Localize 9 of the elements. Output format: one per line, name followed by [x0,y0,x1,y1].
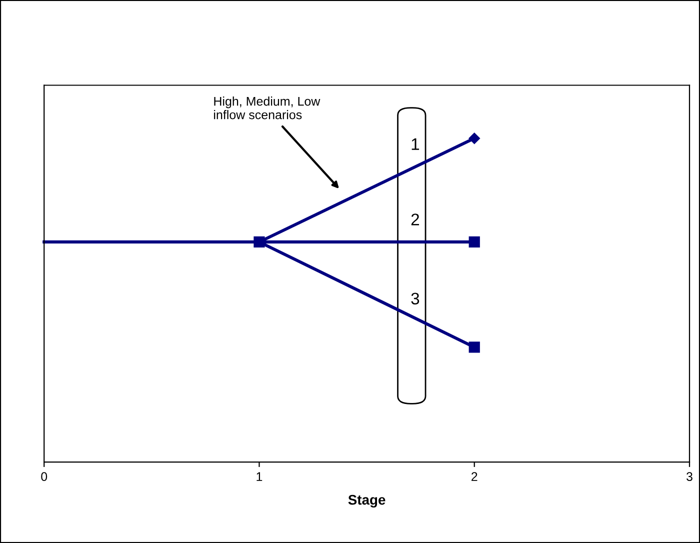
x-tick-label: 0 [41,472,48,481]
annotation: 3 [411,292,420,305]
x-tick-label: 2 [472,472,478,481]
annotation: 1 [412,138,420,150]
x-tick-label: 3 [686,472,692,481]
text: High, Medium, Low inflow scenarios [214,96,320,120]
x-axis-title: Stage [348,494,386,508]
annotation: 2 [411,214,420,226]
x-tick-label: 1 [256,472,262,481]
